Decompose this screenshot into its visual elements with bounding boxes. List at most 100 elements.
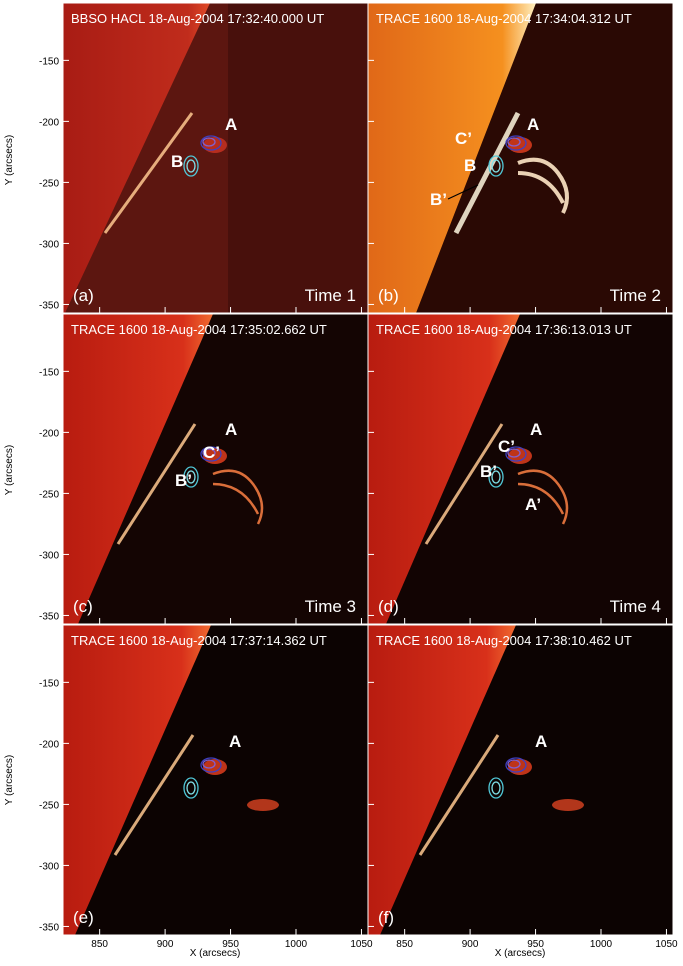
panel: TRACE 1600 18-Aug-2004 17:38:10.462 UT (f… xyxy=(367,624,678,950)
y-tick-label: -150 xyxy=(39,367,59,378)
arrow xyxy=(447,184,479,200)
panel-time: Time 3 xyxy=(305,597,356,616)
panel-label: (e) xyxy=(73,908,94,927)
contour xyxy=(488,777,504,799)
y-tick-label: -200 xyxy=(39,739,59,750)
panel-label: (b) xyxy=(378,286,399,305)
solar-disk xyxy=(368,314,520,624)
contour xyxy=(505,135,527,151)
panel-time: Time 1 xyxy=(305,286,356,305)
annotation: C’ xyxy=(203,443,220,462)
contour xyxy=(491,781,501,795)
panel: TRACE 1600 18-Aug-2004 17:36:13.013 UT (d… xyxy=(367,313,674,625)
panel-time: Time 4 xyxy=(610,597,661,616)
contour xyxy=(202,137,216,147)
panel-title: BBSO HACL 18-Aug-2004 17:32:40.000 UT xyxy=(71,11,324,26)
solar-disk xyxy=(368,625,516,935)
annotation: C’ xyxy=(455,129,472,148)
contour xyxy=(202,448,216,458)
x-tick-label: 950 xyxy=(222,939,239,950)
panel-image xyxy=(63,3,368,313)
x-tick-label: 1000 xyxy=(590,939,613,950)
panel-image xyxy=(63,314,368,624)
contour xyxy=(202,759,216,769)
x-axis-label: X (arcsecs) xyxy=(190,948,241,959)
panel-frame xyxy=(367,2,674,314)
contour xyxy=(507,137,521,147)
panel-title: TRACE 1600 18-Aug-2004 17:38:10.462 UT xyxy=(376,633,632,648)
panel-frame xyxy=(367,624,674,936)
solar-disk xyxy=(63,625,211,935)
annotation: A xyxy=(229,732,241,751)
contour xyxy=(183,155,199,177)
annotation: B xyxy=(464,156,476,175)
limb-ribbon xyxy=(103,112,194,234)
y-tick-label: -350 xyxy=(39,300,59,311)
y-tick-label: -250 xyxy=(39,489,59,500)
panel-label: (a) xyxy=(73,286,94,305)
y-tick-label: -200 xyxy=(39,117,59,128)
contour xyxy=(183,466,199,488)
panel: TRACE 1600 18-Aug-2004 17:37:14.362 UT (e… xyxy=(39,624,373,950)
panel-image xyxy=(368,3,673,313)
contour xyxy=(200,135,222,151)
x-tick-label: 850 xyxy=(91,939,108,950)
contour xyxy=(507,448,521,458)
contour xyxy=(491,470,501,484)
panel-time: Time 2 xyxy=(610,286,661,305)
x-tick-label: 850 xyxy=(396,939,413,950)
y-tick-label: -150 xyxy=(39,56,59,67)
limb-ribbon xyxy=(418,734,500,856)
panel-image xyxy=(368,314,673,624)
panel: TRACE 1600 18-Aug-2004 17:35:02.662 UT (c… xyxy=(39,313,369,625)
x-tick-label: 1000 xyxy=(285,939,308,950)
x-tick-label: 900 xyxy=(462,939,479,950)
annotation: B’ xyxy=(430,190,447,209)
flare-loops xyxy=(517,157,569,214)
y-tick-label: -350 xyxy=(39,922,59,933)
annotation: C’ xyxy=(498,437,515,456)
flare-loops xyxy=(517,469,569,525)
y-tick-label: -300 xyxy=(39,550,59,561)
panel-image xyxy=(63,625,368,935)
y-axis-label: Y (arcsecs) xyxy=(4,755,15,805)
panel-title: TRACE 1600 18-Aug-2004 17:35:02.662 UT xyxy=(71,322,327,337)
contour xyxy=(488,155,504,177)
panel-frame xyxy=(367,313,674,625)
contour xyxy=(186,159,196,173)
solar-disk xyxy=(63,314,213,624)
limb-ribbon xyxy=(113,734,195,856)
panel-title: TRACE 1600 18-Aug-2004 17:34:04.312 UT xyxy=(376,11,632,26)
annotation: B xyxy=(171,152,183,171)
panel-image xyxy=(368,625,673,935)
x-tick-label: 950 xyxy=(527,939,544,950)
y-tick-label: -350 xyxy=(39,611,59,622)
contour xyxy=(186,781,196,795)
y-tick-label: -300 xyxy=(39,861,59,872)
annotation: B’ xyxy=(480,462,497,481)
y-tick-label: -200 xyxy=(39,428,59,439)
remote-brightening xyxy=(247,799,279,811)
limb-ribbon xyxy=(453,111,521,235)
annotation: B’ xyxy=(175,471,192,490)
contour xyxy=(200,446,222,462)
solar-disk xyxy=(63,3,210,313)
y-tick-label: -250 xyxy=(39,800,59,811)
x-tick-label: 1050 xyxy=(655,939,678,950)
panel-title: TRACE 1600 18-Aug-2004 17:36:13.013 UT xyxy=(376,322,632,337)
contour xyxy=(200,757,222,773)
x-tick-label: 1050 xyxy=(350,939,373,950)
panel-label: (f) xyxy=(378,908,394,927)
annotation: A’ xyxy=(525,495,541,514)
y-axis-label: Y (arcsecs) xyxy=(4,135,15,185)
y-tick-label: -300 xyxy=(39,239,59,250)
contour xyxy=(491,159,501,173)
panel: TRACE 1600 18-Aug-2004 17:34:04.312 UT (b… xyxy=(367,2,674,314)
y-tick-label: -150 xyxy=(39,678,59,689)
contour xyxy=(186,470,196,484)
contour xyxy=(505,757,527,773)
flare-loops xyxy=(212,469,264,525)
annotation: A xyxy=(527,115,539,134)
remote-brightening xyxy=(552,799,584,811)
